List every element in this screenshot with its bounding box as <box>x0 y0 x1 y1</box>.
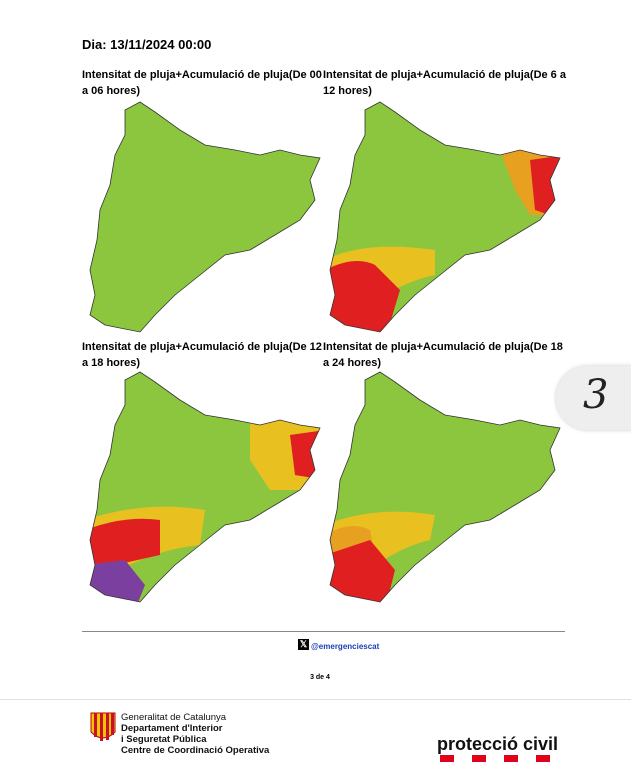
map <box>329 101 561 333</box>
org-line: Generalitat de Catalunya <box>121 712 227 723</box>
brand: protecció civil <box>437 734 559 754</box>
org-line: i Seguretat Pública <box>121 734 207 745</box>
map <box>89 101 321 333</box>
brand-marks <box>440 755 550 762</box>
map <box>89 371 321 603</box>
map <box>329 371 561 603</box>
footer-divider <box>0 699 631 700</box>
separator <box>82 631 565 632</box>
logo <box>90 712 116 741</box>
map-title: Intensitat de pluja+Acumulació de pluja(… <box>323 341 563 369</box>
page-number: 3 de 4 <box>310 674 330 681</box>
map-title: Intensitat de pluja+Acumulació de pluja(… <box>82 341 322 369</box>
social-handle[interactable]: @emergenciescat <box>311 642 380 651</box>
map-title: Intensitat de pluja+Acumulació de pluja(… <box>323 69 566 97</box>
map-title: Intensitat de pluja+Acumulació de pluja(… <box>82 69 322 97</box>
org-block: Generalitat de Catalunya Departament d'I… <box>121 712 269 756</box>
org-line: Departament d'Interior <box>121 723 223 734</box>
date: Dia: 13/11/2024 00:00 <box>82 37 212 52</box>
org-line: Centre de Coordinació Operativa <box>121 745 270 756</box>
x-icon: 𝕏 <box>298 639 309 650</box>
page-tab <box>556 366 631 430</box>
tab-label: 3 <box>583 372 609 418</box>
